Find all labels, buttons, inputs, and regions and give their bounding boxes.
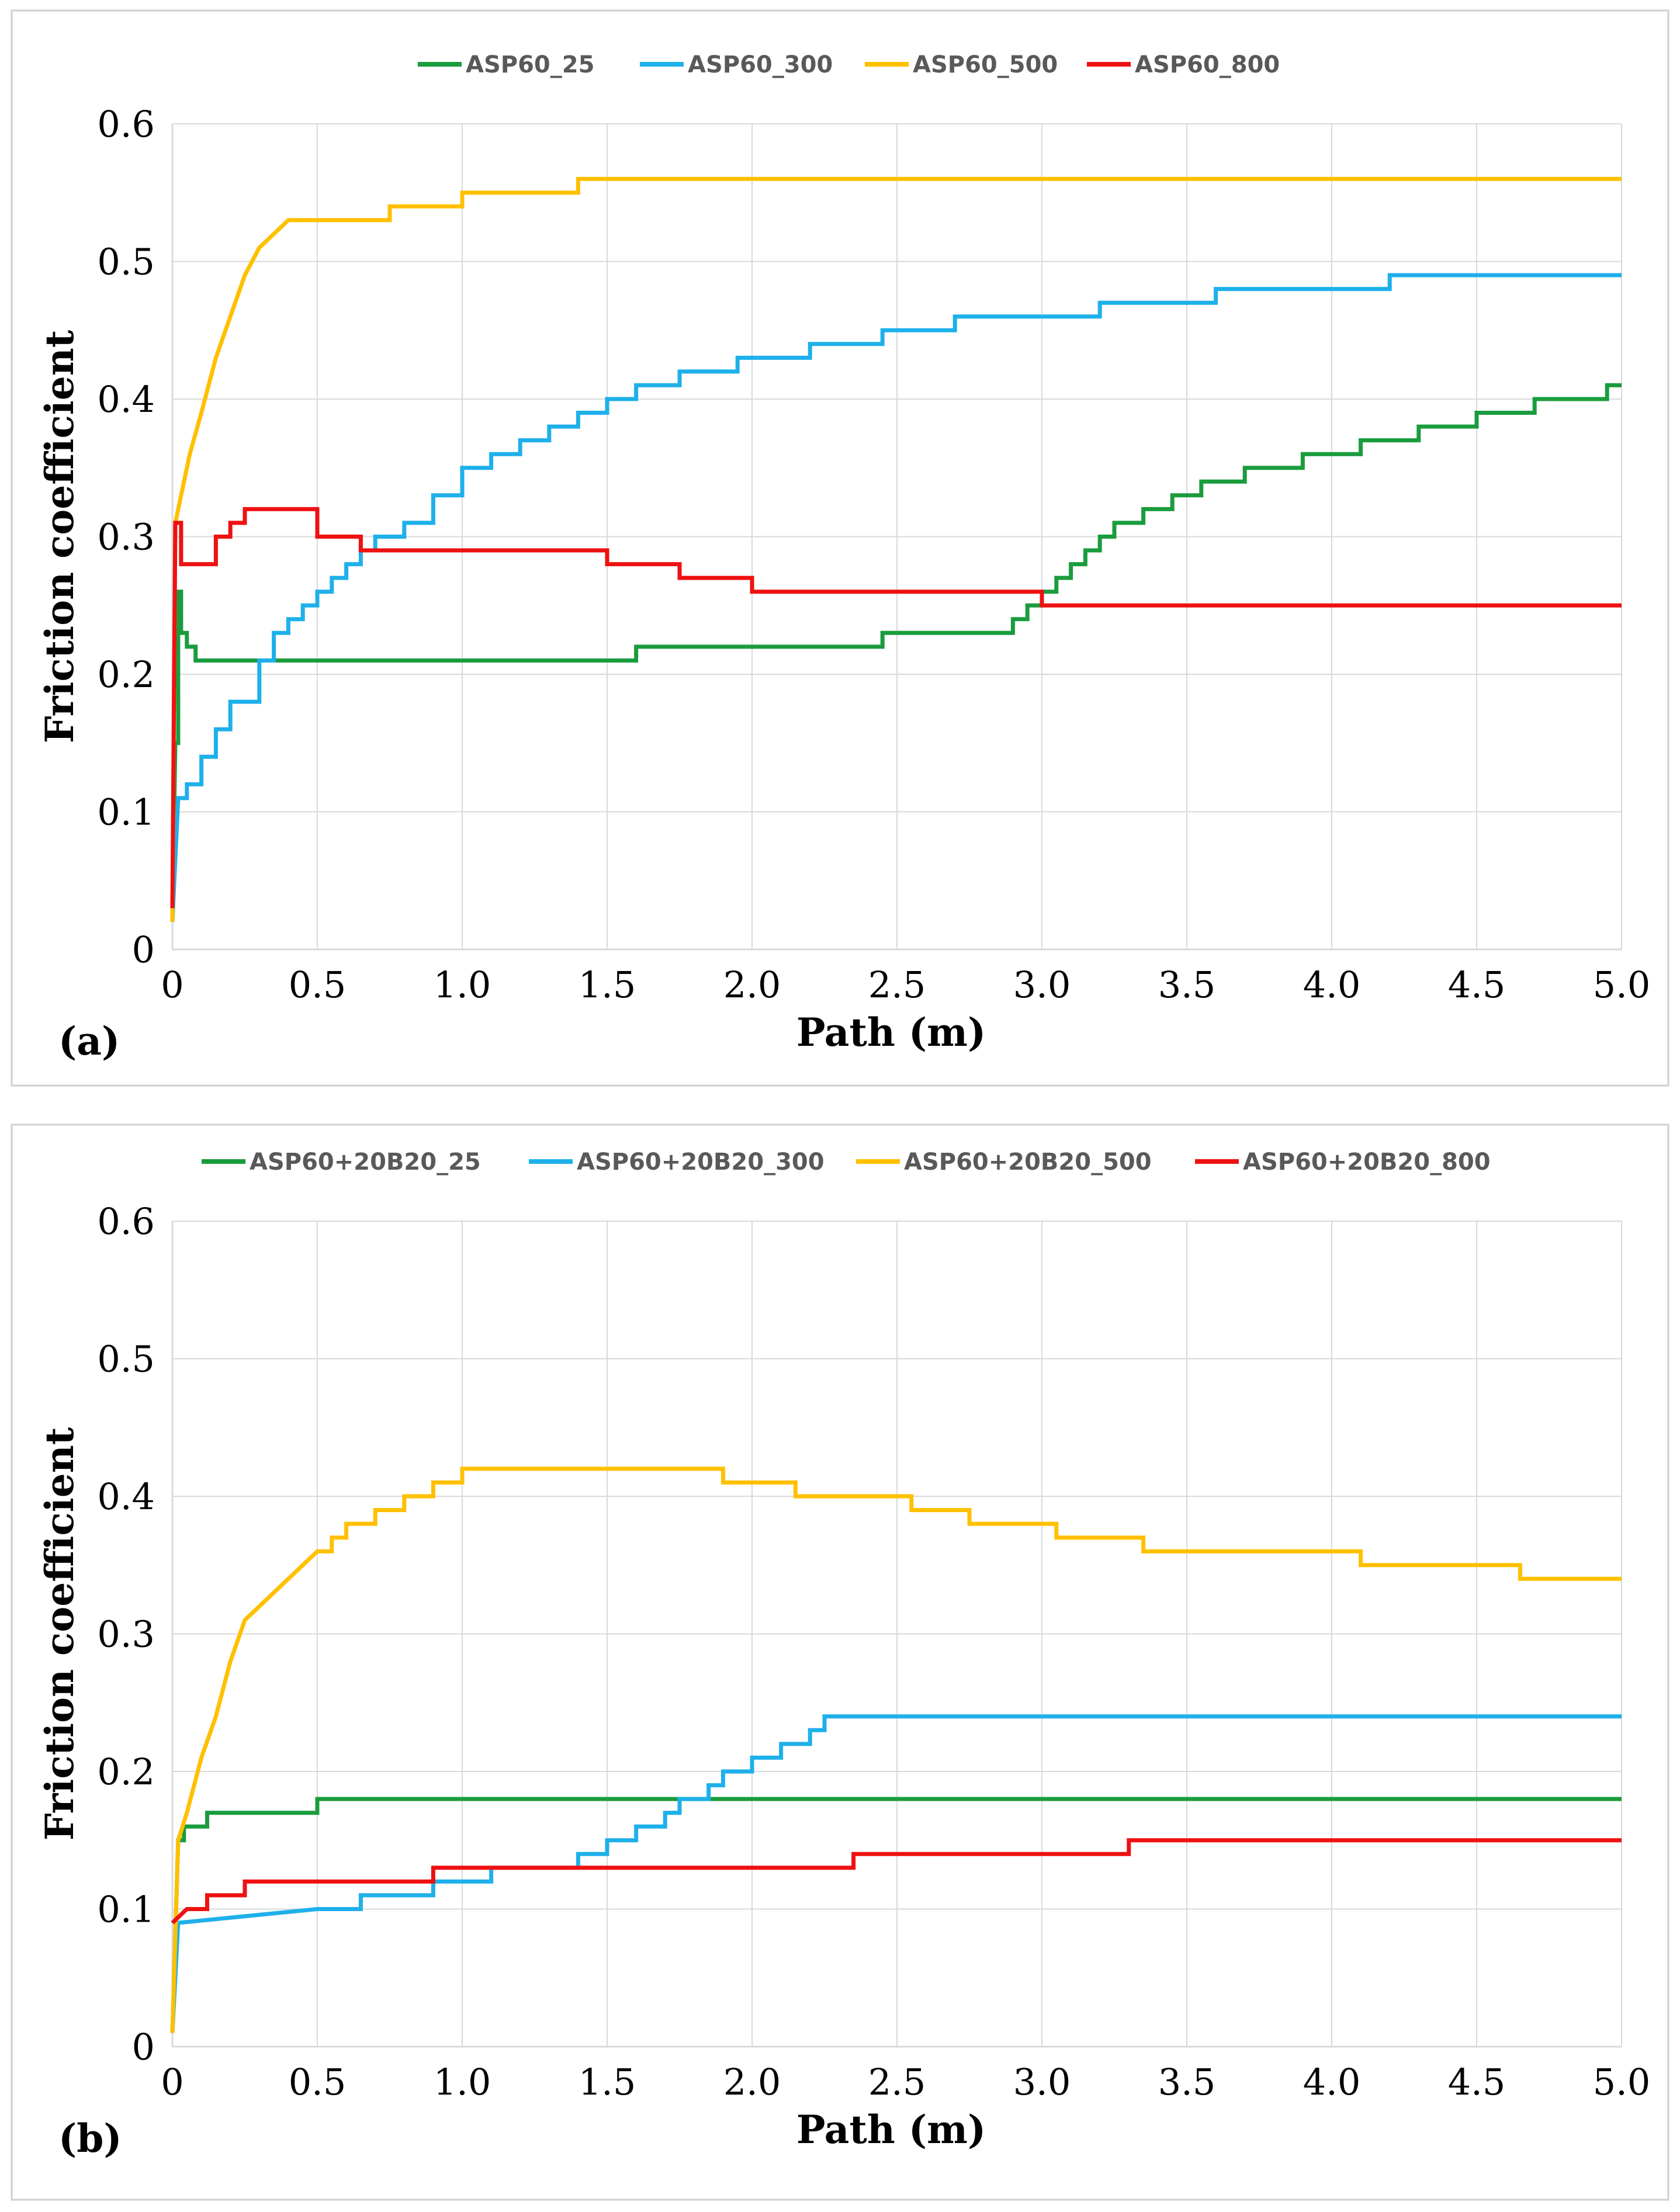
y-tick-label: 0 bbox=[132, 2026, 155, 2068]
series-group bbox=[170, 1466, 1622, 2033]
x-axis-title: Path (m) bbox=[796, 2107, 986, 2152]
y-tick-label: 0.3 bbox=[97, 516, 155, 559]
x-tick-label: 2.5 bbox=[868, 963, 926, 1006]
x-tick-label: 1.5 bbox=[579, 963, 636, 1006]
y-tick-label: 0.4 bbox=[97, 1475, 155, 1518]
x-tick-label: 4.5 bbox=[1448, 963, 1506, 1006]
series-line-ASP60+20B20_800 bbox=[171, 1838, 1622, 1925]
y-tick-label: 0.5 bbox=[97, 241, 155, 283]
x-tick-label: 3.0 bbox=[1013, 963, 1071, 1006]
x-tick-label: 0 bbox=[161, 2061, 183, 2103]
x-tick-label: 4.0 bbox=[1303, 2061, 1361, 2103]
y-tick-label: 0.2 bbox=[97, 1750, 155, 1793]
panel-label: (b) bbox=[58, 2116, 122, 2161]
chart-panel-2: 0 0.5 1.0 1.5 2.0 2.5 3.0 3.5 4.0 4.5 5.0 0 0.1 0.2 0.… bbox=[11, 1124, 1669, 2201]
legend-entry: ASP60+20B20_300 bbox=[577, 1149, 825, 1176]
panel-frame bbox=[11, 9, 1669, 1087]
series-line-ASP60_300 bbox=[170, 273, 1622, 923]
y-axis-title: Friction coefficient bbox=[37, 330, 82, 743]
y-tick-label: 0.2 bbox=[97, 653, 155, 696]
x-tick-label: 2.0 bbox=[723, 963, 781, 1006]
x-tick-label: 2.0 bbox=[723, 2061, 781, 2103]
x-tick-label: 0.5 bbox=[289, 963, 347, 1006]
legend-entry: ASP60_25 bbox=[466, 51, 594, 78]
y-tick-label: 0.1 bbox=[97, 1888, 155, 1931]
x-tick-label: 2.5 bbox=[868, 2061, 926, 2103]
x-tick-label: 4.0 bbox=[1303, 963, 1361, 1006]
series-line-ASP60_500 bbox=[170, 176, 1622, 922]
x-tick-label: 1.0 bbox=[434, 963, 491, 1006]
x-tick-label: 0.5 bbox=[289, 2061, 347, 2103]
series-line-ASP60+20B20_25 bbox=[170, 1797, 1622, 2033]
y-tick-label: 0.1 bbox=[97, 791, 155, 834]
x-tick-label: 1.5 bbox=[579, 2061, 636, 2103]
x-tick-label: 3.5 bbox=[1158, 2061, 1216, 2103]
y-tick-label: 0.3 bbox=[97, 1613, 155, 1656]
y-tick-label: 0 bbox=[132, 928, 155, 971]
chart-panel-1: 0 0.5 1.0 1.5 2.0 2.5 3.0 3.5 4.0 4.5 5.0 0 0.1 0.2 0.… bbox=[11, 9, 1669, 1087]
series-line-ASP60_25 bbox=[170, 383, 1622, 922]
legend-entry: ASP60_300 bbox=[688, 51, 833, 78]
x-axis-title: Path (m) bbox=[796, 1010, 986, 1055]
y-tick-label: 0.6 bbox=[97, 1200, 155, 1243]
y-tick-label: 0.6 bbox=[97, 103, 155, 145]
y-tick-label: 0.4 bbox=[97, 378, 155, 421]
x-tick-label: 5.0 bbox=[1593, 2061, 1651, 2103]
legend-entry: ASP60_500 bbox=[913, 51, 1058, 78]
legend-entry: ASP60_800 bbox=[1135, 51, 1280, 78]
x-tick-label: 0 bbox=[161, 963, 183, 1006]
x-tick-label: 3.0 bbox=[1013, 2061, 1071, 2103]
series-line-ASP60_800 bbox=[170, 507, 1622, 909]
legend-entry: ASP60+20B20_500 bbox=[904, 1149, 1152, 1176]
legend-entry: ASP60+20B20_25 bbox=[250, 1149, 481, 1176]
x-tick-label: 3.5 bbox=[1158, 963, 1216, 1006]
y-tick-label: 0.5 bbox=[97, 1338, 155, 1381]
x-tick-label: 1.0 bbox=[434, 2061, 491, 2103]
legend-entry: ASP60+20B20_800 bbox=[1243, 1149, 1491, 1176]
panel-label: (a) bbox=[58, 1018, 120, 1064]
series-line-ASP60+20B20_500 bbox=[170, 1466, 1622, 2033]
series-line-ASP60+20B20_300 bbox=[170, 1714, 1622, 2033]
x-tick-label: 5.0 bbox=[1593, 963, 1651, 1006]
x-tick-label: 4.5 bbox=[1448, 2061, 1506, 2103]
panel-frame bbox=[11, 1124, 1669, 2201]
y-axis-title: Friction coefficient bbox=[37, 1427, 82, 1840]
series-group bbox=[170, 176, 1622, 923]
